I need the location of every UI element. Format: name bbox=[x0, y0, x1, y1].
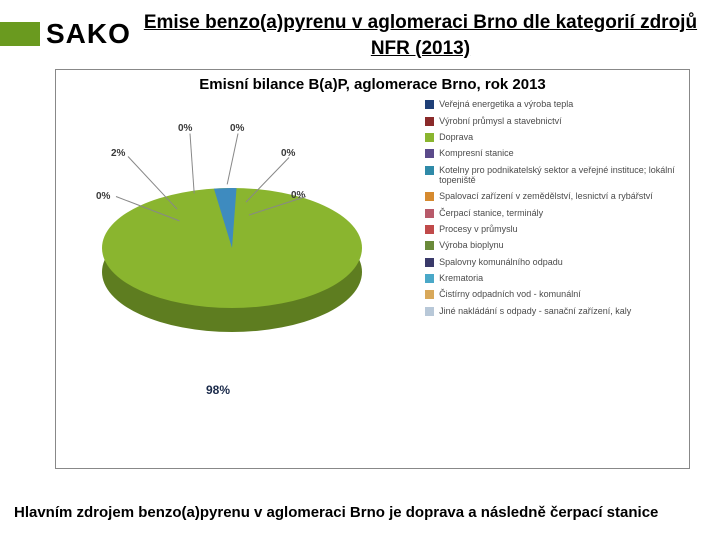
legend-label: Čerpací stanice, terminály bbox=[439, 208, 543, 218]
legend-item: Čistírny odpadních vod - komunální bbox=[425, 289, 685, 299]
legend-label: Jiné nakládání s odpady - sanační zaříze… bbox=[439, 306, 631, 316]
legend-label: Kotelny pro podnikatelský sektor a veřej… bbox=[439, 165, 685, 186]
legend-item: Jiné nakládání s odpady - sanační zaříze… bbox=[425, 306, 685, 316]
legend-swatch bbox=[425, 192, 434, 201]
legend-swatch bbox=[425, 149, 434, 158]
logo-mark bbox=[0, 22, 40, 46]
legend-item: Kotelny pro podnikatelský sektor a veřej… bbox=[425, 165, 685, 186]
leader-line bbox=[227, 134, 239, 185]
legend-label: Čistírny odpadních vod - komunální bbox=[439, 289, 581, 299]
legend-swatch bbox=[425, 258, 434, 267]
legend-item: Výrobní průmysl a stavebnictví bbox=[425, 116, 685, 126]
pie-data-label: 2% bbox=[111, 148, 125, 159]
legend-item: Doprava bbox=[425, 132, 685, 142]
footer-text: Hlavním zdrojem benzo(a)pyrenu v aglomer… bbox=[14, 503, 706, 523]
legend-swatch bbox=[425, 241, 434, 250]
legend-swatch bbox=[425, 290, 434, 299]
legend-label: Kompresní stanice bbox=[439, 148, 514, 158]
chart-legend: Veřejná energetika a výroba tepla Výrobní… bbox=[423, 93, 689, 461]
pie-chart bbox=[102, 188, 362, 338]
legend-swatch bbox=[425, 209, 434, 218]
logo-text: SAKO bbox=[46, 18, 131, 50]
pie-data-label: 0% bbox=[96, 191, 110, 202]
legend-label: Spalovací zařízení v zemědělství, lesnic… bbox=[439, 191, 653, 201]
leader-line bbox=[190, 134, 195, 194]
legend-item: Veřejná energetika a výroba tepla bbox=[425, 99, 685, 109]
chart-body: 0%2%0%0%0%0%98% Veřejná energetika a výr… bbox=[56, 93, 689, 461]
legend-item: Krematoria bbox=[425, 273, 685, 283]
legend-label: Krematoria bbox=[439, 273, 483, 283]
pie-zone: 0%2%0%0%0%0%98% bbox=[56, 93, 423, 461]
legend-label: Spalovny komunálního odpadu bbox=[439, 257, 563, 267]
legend-item: Kompresní stanice bbox=[425, 148, 685, 158]
logo: SAKO bbox=[0, 10, 131, 50]
legend-label: Veřejná energetika a výroba tepla bbox=[439, 99, 573, 109]
legend-item: Výroba bioplynu bbox=[425, 240, 685, 250]
page-title: Emise benzo(a)pyrenu v aglomeraci Brno d… bbox=[131, 10, 710, 61]
legend-item: Čerpací stanice, terminály bbox=[425, 208, 685, 218]
legend-item: Procesy v průmyslu bbox=[425, 224, 685, 234]
header: SAKO Emise benzo(a)pyrenu v aglomeraci B… bbox=[0, 0, 720, 61]
legend-swatch bbox=[425, 117, 434, 126]
legend-label: Výroba bioplynu bbox=[439, 240, 504, 250]
legend-swatch bbox=[425, 225, 434, 234]
legend-swatch bbox=[425, 166, 434, 175]
legend-swatch bbox=[425, 274, 434, 283]
legend-item: Spalovny komunálního odpadu bbox=[425, 257, 685, 267]
legend-label: Procesy v průmyslu bbox=[439, 224, 518, 234]
legend-label: Výrobní průmysl a stavebnictví bbox=[439, 116, 562, 126]
pie-data-label: 98% bbox=[206, 383, 230, 397]
pie-slice-highlight bbox=[214, 188, 237, 248]
legend-item: Spalovací zařízení v zemědělství, lesnic… bbox=[425, 191, 685, 201]
legend-label: Doprava bbox=[439, 132, 473, 142]
chart-frame: Emisní bilance B(a)P, aglomerace Brno, r… bbox=[55, 69, 690, 469]
chart-title: Emisní bilance B(a)P, aglomerace Brno, r… bbox=[56, 70, 689, 93]
legend-swatch bbox=[425, 100, 434, 109]
legend-swatch bbox=[425, 133, 434, 142]
legend-swatch bbox=[425, 307, 434, 316]
